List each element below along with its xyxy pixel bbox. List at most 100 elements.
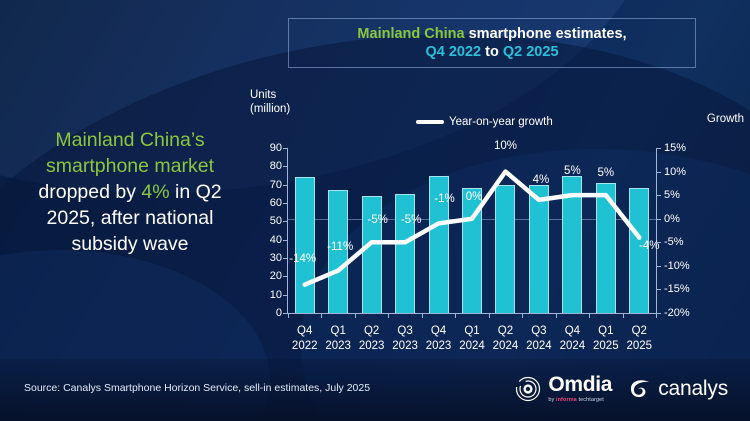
headline-highlight-market: Mainland China’s smartphone market [46,129,214,177]
logo-group: Omdia by informa techtarget canalys [515,374,728,403]
x-axis-label-quarter: Q2 [497,325,514,338]
omdia-byline-rest: techtarget [576,397,604,403]
x-axis-label: Q1 2023 [325,324,351,353]
x-axis-label-year: 2024 [559,339,586,352]
growth-value-label: -5% [400,214,422,227]
x-tick-mark [488,314,490,318]
omdia-byline-by: by [548,397,556,403]
y-axis-title-right: Growth [706,113,744,125]
x-tick-mark [555,314,557,318]
y-tick-label-right: -5% [664,236,684,249]
y-tick-mark-right [657,218,661,220]
growth-value-label: -1% [434,193,455,206]
y-tick-mark-left [283,258,287,259]
y-tick-label-left: 70 [269,178,282,191]
x-axis-label-quarter: Q2 [631,325,647,338]
x-tick-mark [388,314,390,318]
chart-title-line-1: Mainland China smartphone estimates, [357,25,626,43]
title-period-sep: to [481,44,503,60]
omdia-byline-brand: informa [555,397,577,403]
x-axis-label-year: 2025 [593,339,619,352]
omdia-byline: by informa techtarget [548,397,612,403]
bar-q3-2023[interactable] [395,193,416,313]
x-axis-label: Q3 2024 [526,324,552,353]
y-tick-label-left: 0 [275,307,282,319]
x-axis-line [287,313,657,314]
bar-q2-2023[interactable] [361,195,382,313]
omdia-wordmark: Omdia [548,373,613,396]
y-axis-line-right [656,148,657,313]
omdia-logo: Omdia by informa techtarget [515,374,612,403]
title-region-label: Mainland China [357,25,465,42]
x-axis-label: Q4 2022 [292,324,318,353]
source-note: Source: Canalys Smartphone Horizon Servi… [24,382,371,394]
y-tick-mark-right [657,171,661,173]
y-tick-mark-right [657,289,661,291]
headline-highlight-percent: 4% [141,180,170,203]
x-tick-mark [656,314,657,318]
bar-q4-2022[interactable] [294,177,315,313]
x-axis-label-year: 2022 [291,339,318,352]
x-axis-label-year: 2023 [392,339,418,352]
y-tick-label-right: 5% [664,189,680,202]
legend-line-swatch [416,120,444,124]
x-axis-label-quarter: Q4 [564,325,581,338]
x-tick-mark [354,314,356,318]
y-tick-mark-left [283,166,287,168]
x-axis-label: Q1 2024 [459,324,485,353]
canalys-wordmark: canalys [658,377,728,400]
x-axis-label: Q3 2023 [392,324,418,353]
growth-line-path [302,169,642,287]
growth-value-label: 0% [465,190,483,203]
x-axis-label-year: 2023 [358,339,385,352]
title-subject-label: smartphone estimates, [464,25,627,42]
bar-q4-2024[interactable] [562,175,583,313]
bar-q4-2023[interactable] [428,175,449,313]
y-tick-label-left: 80 [269,160,282,173]
x-axis-label-quarter: Q1 [464,325,480,338]
plot-area: 90 80 70 60 50 40 30 20 10 0 15% 10% 5% 0% -5% -10% -15… [270,140,690,352]
y-tick-label-right: 15% [664,142,687,154]
bar-q1-2023[interactable] [328,190,349,313]
headline-plain-2: in Q2 2025, after national subsidy wave [46,180,222,255]
x-tick-mark [622,314,624,318]
y-tick-mark-right [657,242,661,244]
y-tick-mark-left [283,184,287,186]
y-tick-mark-left [283,294,287,296]
x-tick-mark [288,314,289,318]
growth-value-label: 5% [564,165,581,178]
x-axis-label-quarter: Q3 [397,325,413,338]
growth-value-label: -11% [327,240,354,253]
bar-q3-2024[interactable] [528,184,549,313]
y-axis-title-left-line2: (million) [250,103,291,116]
bar-q2-2024[interactable] [495,184,516,313]
y-tick-mark-right [657,195,661,197]
x-axis-label-year: 2025 [626,339,653,352]
x-axis-label-quarter: Q1 [598,325,614,338]
y-tick-label-left: 50 [269,215,282,228]
x-axis-label-quarter: Q1 [330,325,346,338]
y-axis-title-left-line1: Units [250,89,277,101]
y-tick-label-right: -10% [664,259,690,272]
y-tick-mark-left [283,276,287,278]
x-axis-label: Q4 2023 [426,324,452,353]
bar-q2-2025[interactable] [629,188,650,313]
headline-plain-1: dropped by [38,180,142,203]
x-axis-label: Q4 2024 [560,324,586,353]
x-tick-mark [522,314,524,318]
x-tick-mark [421,314,423,318]
x-axis-label-quarter: Q2 [363,325,380,338]
y-axis-title-left: Units (million) [250,88,290,117]
y-tick-label-left: 20 [269,270,282,283]
y-tick-mark-right [657,265,661,267]
chart-legend: Year-on-year growth [416,116,553,128]
x-axis-label: Q2 2023 [359,324,385,353]
x-axis-label-quarter: Q3 [531,325,547,338]
x-axis-label-year: 2023 [325,339,351,352]
y-tick-label-left: 40 [269,233,282,246]
y-axis-line-left [287,148,288,313]
y-tick-mark-left [283,221,287,223]
y-tick-mark-right [657,313,661,314]
bar-q1-2025[interactable] [595,182,616,313]
